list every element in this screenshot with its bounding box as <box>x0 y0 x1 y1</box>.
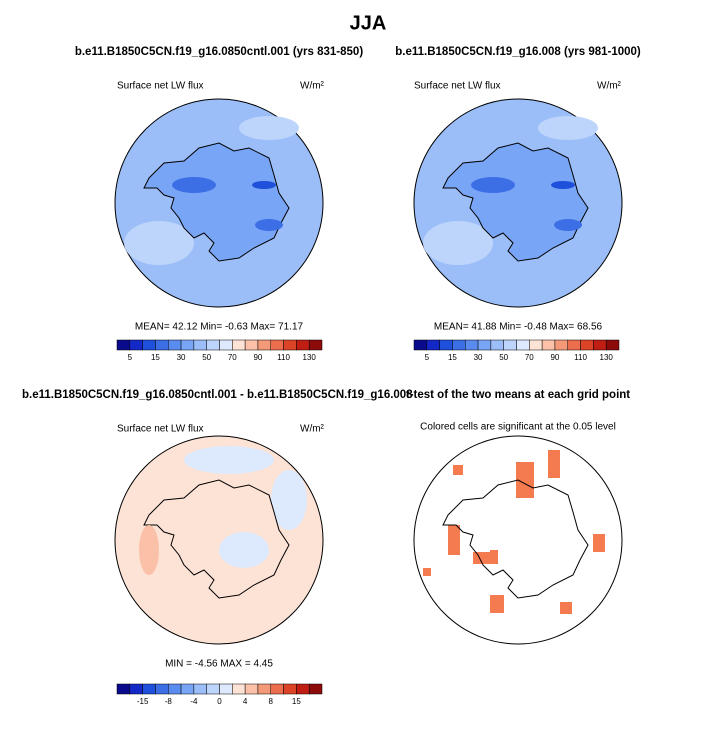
colorbar-cell <box>155 339 169 351</box>
colorbar-cell <box>193 339 207 351</box>
map <box>114 98 324 308</box>
colorbar-label: 30 <box>177 353 186 362</box>
panel-stats: MEAN= 41.88 Min= -0.48 Max= 68.56 <box>434 322 603 333</box>
colorbar-cell <box>168 339 182 351</box>
colorbar-cell <box>270 683 284 695</box>
colorbar-label: 70 <box>525 353 534 362</box>
panel-title: b.e11.B1850C5CN.f19_g16.0850cntl.001 (yr… <box>75 46 363 58</box>
colorbar-cell <box>529 339 543 351</box>
colorbar-cell <box>308 339 323 351</box>
colorbar-cell <box>232 339 246 351</box>
colorbar-cell <box>116 339 131 351</box>
panel-units: W/m² <box>300 81 325 92</box>
colorbar-label: 15 <box>292 697 301 706</box>
colorbar-cell <box>129 683 143 695</box>
colorbar-label: 5 <box>425 353 430 362</box>
map <box>413 98 623 308</box>
colorbar-cell <box>503 339 517 351</box>
colorbar-cell <box>244 339 259 351</box>
colorbar-cell <box>116 683 131 695</box>
colorbar-cell <box>283 339 297 351</box>
colorbar-cell <box>219 339 233 351</box>
colorbar-cell <box>580 339 594 351</box>
colorbar-label: 50 <box>202 353 211 362</box>
colorbar-cell <box>180 683 195 695</box>
colorbar-cell <box>244 683 259 695</box>
colorbar-cell <box>168 683 182 695</box>
colorbar-label: 130 <box>303 353 317 362</box>
colorbar-label: 110 <box>277 353 290 362</box>
panel-subtitle: Colored cells are significant at the 0.0… <box>420 422 616 433</box>
colorbar: 5 15 30 50 70 90 110 130 <box>116 339 323 362</box>
colorbar-cell <box>193 683 207 695</box>
colorbar-cell <box>257 683 271 695</box>
panel-left-label: Surface net LW flux <box>117 424 204 435</box>
colorbar-cell <box>477 339 492 351</box>
colorbar-cell <box>593 339 607 351</box>
panel-units: W/m² <box>597 81 622 92</box>
colorbar-label: -4 <box>190 697 198 706</box>
colorbar-label: 15 <box>448 353 457 362</box>
colorbar-cell <box>142 683 156 695</box>
colorbar-cell <box>308 683 323 695</box>
colorbar-label: 0 <box>217 697 222 706</box>
colorbar-cell <box>541 339 556 351</box>
colorbar-label: -15 <box>137 697 149 706</box>
colorbar-cell <box>516 339 530 351</box>
colorbar-cell <box>490 339 504 351</box>
colorbar-label: 4 <box>243 697 248 706</box>
colorbar-cell <box>155 683 169 695</box>
colorbar-cell <box>426 339 440 351</box>
colorbar-label: 15 <box>151 353 160 362</box>
colorbar-cell <box>452 339 466 351</box>
colorbar-cell <box>142 339 156 351</box>
panel-stats: MEAN= 42.12 Min= -0.63 Max= 71.17 <box>135 322 304 333</box>
colorbar-cell <box>257 339 271 351</box>
colorbar-cell <box>567 339 581 351</box>
colorbar-cell <box>270 339 284 351</box>
colorbar-cell <box>296 339 310 351</box>
colorbar-cell <box>465 339 479 351</box>
colorbar-cell <box>206 339 220 351</box>
colorbar-cell <box>232 683 246 695</box>
panel-left-label: Surface net LW flux <box>414 81 501 92</box>
colorbar-cell <box>180 339 195 351</box>
colorbar-cell <box>439 339 453 351</box>
colorbar-cell <box>283 683 297 695</box>
map <box>114 435 324 645</box>
colorbar-cell <box>605 339 620 351</box>
colorbar-label: 5 <box>128 353 133 362</box>
colorbar-label: 90 <box>550 353 559 362</box>
colorbar-label: -8 <box>165 697 173 706</box>
panel-title: b.e11.B1850C5CN.f19_g16.008 (yrs 981-100… <box>395 46 641 58</box>
colorbar-label: 8 <box>269 697 274 706</box>
colorbar-label: 130 <box>600 353 614 362</box>
panel-left-label: Surface net LW flux <box>117 81 204 92</box>
colorbar-label: 30 <box>474 353 483 362</box>
colorbar-cell <box>296 683 310 695</box>
colorbar-label: 110 <box>574 353 587 362</box>
colorbar-cell <box>219 683 233 695</box>
colorbar: -15 -8 -4 0 4 8 15 <box>116 683 323 706</box>
panel-units: W/m² <box>300 424 325 435</box>
panel-stats: MIN = -4.56 MAX = 4.45 <box>165 659 273 670</box>
panel-title: b.e11.B1850C5CN.f19_g16.0850cntl.001 - b… <box>22 389 413 401</box>
colorbar-cell <box>129 339 143 351</box>
colorbar-cell <box>413 339 428 351</box>
map <box>413 435 623 645</box>
colorbar-cell <box>206 683 220 695</box>
colorbar-label: 70 <box>228 353 237 362</box>
colorbar-label: 50 <box>499 353 508 362</box>
colorbar: 5 15 30 50 70 90 110 130 <box>413 339 620 362</box>
colorbar-label: 90 <box>253 353 262 362</box>
figure-title: JJA <box>350 12 387 34</box>
colorbar-cell <box>554 339 568 351</box>
panel-title: t-test of the two means at each grid poi… <box>406 389 630 401</box>
